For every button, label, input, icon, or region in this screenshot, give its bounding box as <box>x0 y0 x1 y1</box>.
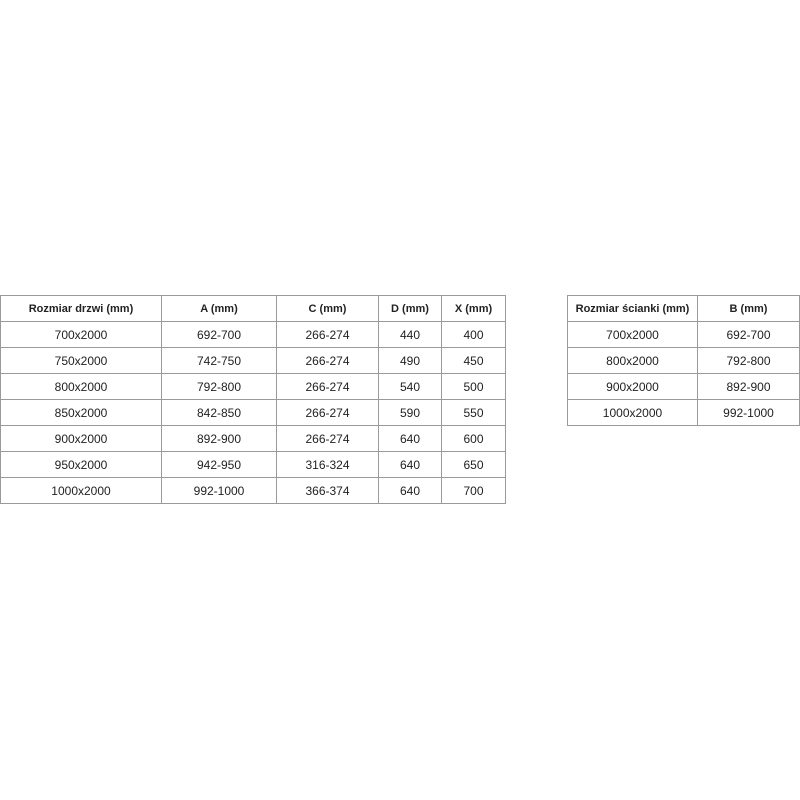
table-row: 800x2000 792-800 <box>567 347 800 374</box>
table-row: 850x2000 842-850 266-274 590 550 <box>0 399 506 426</box>
table-cell: 490 <box>378 347 442 374</box>
table-cell: 700 <box>441 477 506 504</box>
table-cell: 892-900 <box>161 425 277 452</box>
table-row: 900x2000 892-900 <box>567 373 800 400</box>
table-header-row: Rozmiar drzwi (mm) A (mm) C (mm) D (mm) X (m… <box>0 295 506 322</box>
table-row: 950x2000 942-950 316-324 640 650 <box>0 451 506 478</box>
table-cell: 600 <box>441 425 506 452</box>
column-header: Rozmiar drzwi (mm) <box>0 295 162 322</box>
table-cell: 842-850 <box>161 399 277 426</box>
table-cell: 266-274 <box>276 399 379 426</box>
table-cell: 266-274 <box>276 373 379 400</box>
table-cell: 992-1000 <box>697 399 800 426</box>
table-cell: 742-750 <box>161 347 277 374</box>
table-cell: 692-700 <box>161 321 277 348</box>
table-cell: 266-274 <box>276 347 379 374</box>
table-cell: 316-324 <box>276 451 379 478</box>
table-cell: 1000x2000 <box>567 399 698 426</box>
table-row: 700x2000 692-700 <box>567 321 800 348</box>
table-cell: 550 <box>441 399 506 426</box>
table-cell: 792-800 <box>161 373 277 400</box>
table-cell: 450 <box>441 347 506 374</box>
table-header-row: Rozmiar ścianki (mm) B (mm) <box>567 295 800 322</box>
wall-size-table: Rozmiar ścianki (mm) B (mm) 700x2000 692-70… <box>567 295 800 426</box>
column-header: D (mm) <box>378 295 442 322</box>
table-cell: 892-900 <box>697 373 800 400</box>
table-row: 750x2000 742-750 266-274 490 450 <box>0 347 506 374</box>
table-cell: 640 <box>378 477 442 504</box>
table-cell: 640 <box>378 451 442 478</box>
column-header: A (mm) <box>161 295 277 322</box>
column-header: X (mm) <box>441 295 506 322</box>
table-cell: 650 <box>441 451 506 478</box>
table-cell: 800x2000 <box>567 347 698 374</box>
table-cell: 800x2000 <box>0 373 162 400</box>
table-cell: 1000x2000 <box>0 477 162 504</box>
table-cell: 900x2000 <box>567 373 698 400</box>
table-cell: 700x2000 <box>567 321 698 348</box>
door-size-table: Rozmiar drzwi (mm) A (mm) C (mm) D (mm) X (m… <box>0 295 506 504</box>
table-row: 900x2000 892-900 266-274 640 600 <box>0 425 506 452</box>
table-cell: 792-800 <box>697 347 800 374</box>
table-cell: 440 <box>378 321 442 348</box>
table-row: 1000x2000 992-1000 366-374 640 700 <box>0 477 506 504</box>
table-cell: 590 <box>378 399 442 426</box>
column-header: Rozmiar ścianki (mm) <box>567 295 698 322</box>
table-cell: 942-950 <box>161 451 277 478</box>
table-cell: 692-700 <box>697 321 800 348</box>
table-cell: 400 <box>441 321 506 348</box>
table-cell: 750x2000 <box>0 347 162 374</box>
table-cell: 700x2000 <box>0 321 162 348</box>
table-cell: 266-274 <box>276 321 379 348</box>
table-cell: 640 <box>378 425 442 452</box>
table-cell: 992-1000 <box>161 477 277 504</box>
table-cell: 266-274 <box>276 425 379 452</box>
table-cell: 850x2000 <box>0 399 162 426</box>
table-row: 700x2000 692-700 266-274 440 400 <box>0 321 506 348</box>
column-header: B (mm) <box>697 295 800 322</box>
column-header: C (mm) <box>276 295 379 322</box>
table-row: 800x2000 792-800 266-274 540 500 <box>0 373 506 400</box>
table-cell: 500 <box>441 373 506 400</box>
table-cell: 366-374 <box>276 477 379 504</box>
table-cell: 950x2000 <box>0 451 162 478</box>
table-cell: 540 <box>378 373 442 400</box>
table-row: 1000x2000 992-1000 <box>567 399 800 426</box>
table-cell: 900x2000 <box>0 425 162 452</box>
